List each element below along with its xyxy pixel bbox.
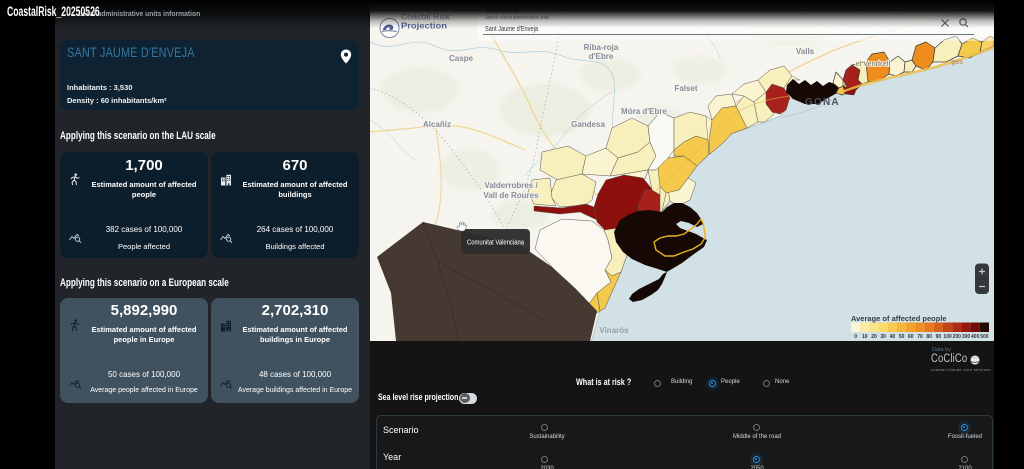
svg-text:Móra d'Ebre: Móra d'Ebre — [621, 107, 667, 116]
svg-text:Sant Jaume d'Enveja: Sant Jaume d'Enveja — [485, 24, 539, 33]
svg-text:90: 90 — [936, 334, 942, 340]
svg-text:300: 300 — [962, 334, 971, 340]
svg-text:Vinaròs: Vinaròs — [599, 326, 629, 335]
svg-text:d'Ebre: d'Ebre — [589, 52, 614, 61]
svg-text:Gandesa: Gandesa — [571, 120, 605, 129]
svg-text:500: 500 — [980, 334, 989, 340]
svg-text:80: 80 — [926, 334, 932, 340]
svg-text:20: 20 — [871, 334, 877, 340]
svg-text:Falset: Falset — [674, 84, 697, 93]
svg-text:ges: ges — [951, 59, 963, 66]
svg-text:50: 50 — [899, 334, 905, 340]
svg-text:Caspe: Caspe — [449, 54, 474, 63]
svg-text:Average of affected people: Average of affected people — [851, 314, 947, 323]
svg-text:el Vendrell: el Vendrell — [855, 61, 890, 68]
svg-text:Valderrobres /: Valderrobres / — [484, 181, 538, 190]
svg-text:60: 60 — [908, 334, 914, 340]
svg-text:Riba-roja: Riba-roja — [584, 43, 619, 52]
svg-text:70: 70 — [917, 334, 923, 340]
svg-text:400: 400 — [971, 334, 980, 340]
svg-text:200: 200 — [953, 334, 962, 340]
svg-text:Alcañiz: Alcañiz — [423, 120, 451, 129]
svg-text:10: 10 — [862, 334, 868, 340]
svg-text:GONA: GONA — [805, 97, 840, 108]
svg-text:0: 0 — [854, 334, 857, 340]
svg-text:100: 100 — [943, 334, 952, 340]
svg-text:30: 30 — [880, 334, 886, 340]
svg-text:Valls: Valls — [796, 47, 815, 56]
svg-text:Comunitat Valenciana: Comunitat Valenciana — [467, 240, 524, 247]
svg-text:Vall de Roures: Vall de Roures — [483, 191, 539, 200]
svg-text:40: 40 — [890, 334, 896, 340]
